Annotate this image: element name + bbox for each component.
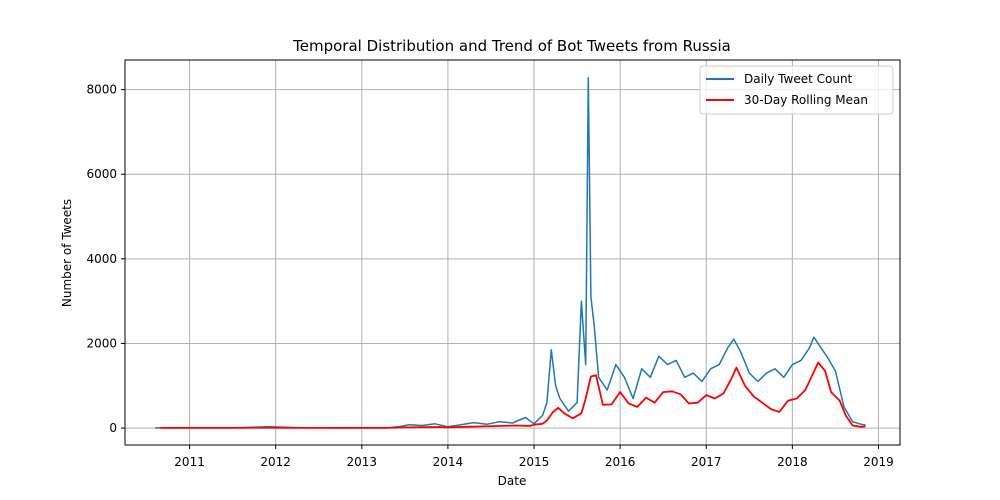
x-tick-label: 2016 bbox=[605, 455, 636, 469]
x-axis: 2011 2012 2013 2014 2015 2016 2017 2018 2019 bbox=[174, 445, 894, 469]
legend: Daily Tweet Count 30-Day Rolling Mean bbox=[699, 65, 894, 115]
chart-title: Temporal Distribution and Trend of Bot T… bbox=[292, 37, 731, 55]
y-axis-title: Number of Tweets bbox=[60, 199, 74, 307]
legend-label: 30-Day Rolling Mean bbox=[744, 93, 868, 107]
x-tick-label: 2011 bbox=[174, 455, 205, 469]
x-tick-label: 2014 bbox=[433, 455, 464, 469]
y-tick-label: 4000 bbox=[86, 252, 117, 266]
x-tick-label: 2012 bbox=[260, 455, 291, 469]
x-axis-title: Date bbox=[498, 474, 527, 488]
x-tick-label: 2019 bbox=[863, 455, 894, 469]
y-tick-label: 2000 bbox=[86, 336, 117, 350]
x-tick-label: 2015 bbox=[519, 455, 550, 469]
legend-box bbox=[699, 65, 894, 115]
x-tick-label: 2018 bbox=[777, 455, 808, 469]
x-tick-label: 2017 bbox=[691, 455, 722, 469]
y-axis: 0 2000 4000 6000 8000 bbox=[86, 83, 125, 435]
grid bbox=[125, 60, 900, 445]
y-tick-label: 6000 bbox=[86, 167, 117, 181]
series-line-rolling-mean bbox=[160, 361, 866, 429]
series-layer bbox=[155, 77, 866, 429]
x-tick-label: 2013 bbox=[347, 455, 378, 469]
y-tick-label: 8000 bbox=[86, 83, 117, 97]
legend-label: Daily Tweet Count bbox=[744, 72, 853, 86]
y-tick-label: 0 bbox=[109, 421, 117, 435]
plot-frame bbox=[124, 59, 901, 446]
series-line-daily-tweet-count bbox=[155, 77, 866, 429]
